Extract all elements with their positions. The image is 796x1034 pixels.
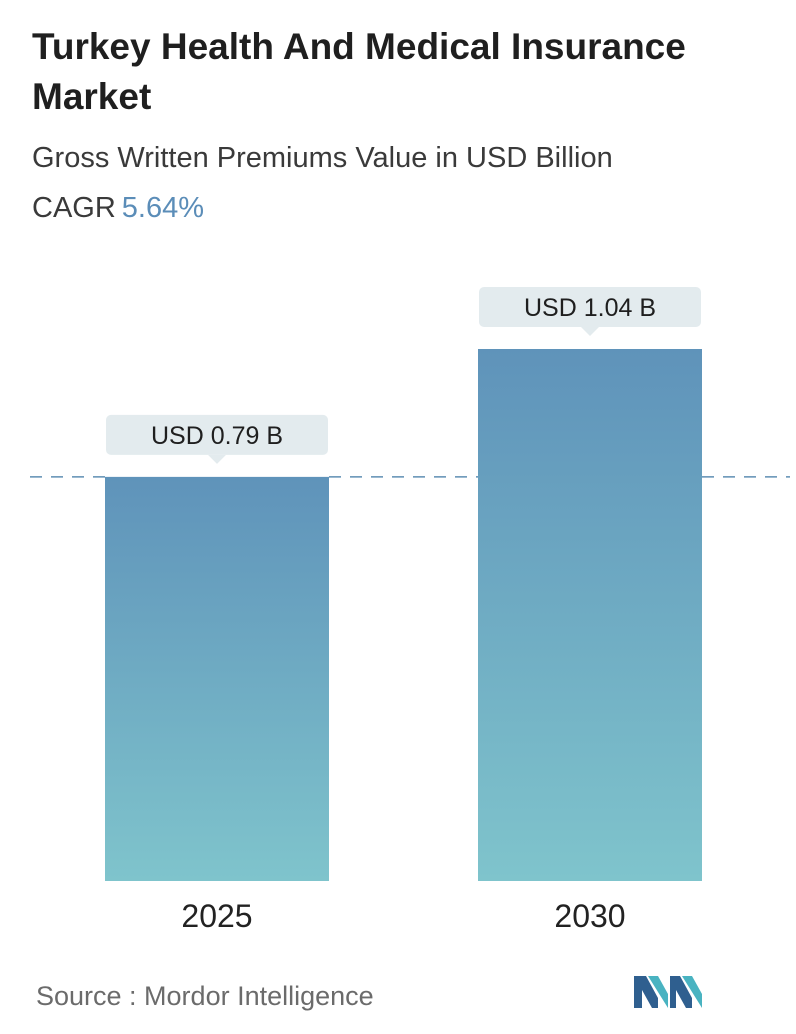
source-text: Source : Mordor Intelligence (36, 981, 374, 1011)
value-label-box (106, 414, 328, 455)
cagr-line: CAGR 5.64% (32, 188, 204, 228)
value-label-pointer (208, 454, 226, 464)
bar-2030 (478, 349, 702, 881)
x-tick-label: 2025 (181, 898, 252, 934)
value-label-box (479, 287, 701, 327)
bar-2025 (105, 476, 329, 881)
cagr-value: 5.64% (121, 192, 205, 224)
value-label-text: USD 0.79 B (151, 422, 283, 450)
value-label-2025: USD 0.79 B (106, 414, 328, 464)
cagr-label: CAGR (32, 192, 116, 224)
x-tick-label: 2030 (554, 898, 625, 934)
value-label-pointer (581, 327, 599, 336)
bar-chart: USD 0.79 B 2025 USD 1.04 B 2030 (30, 287, 790, 934)
value-label-text: USD 1.04 B (524, 294, 656, 322)
chart-title: Turkey Health And Medical Insurance Mark… (32, 26, 686, 117)
chart-subtitle: Gross Written Premiums Value in USD Bill… (32, 142, 613, 174)
mordor-intelligence-logo (634, 976, 702, 1008)
value-label-2030: USD 1.04 B (479, 287, 701, 336)
